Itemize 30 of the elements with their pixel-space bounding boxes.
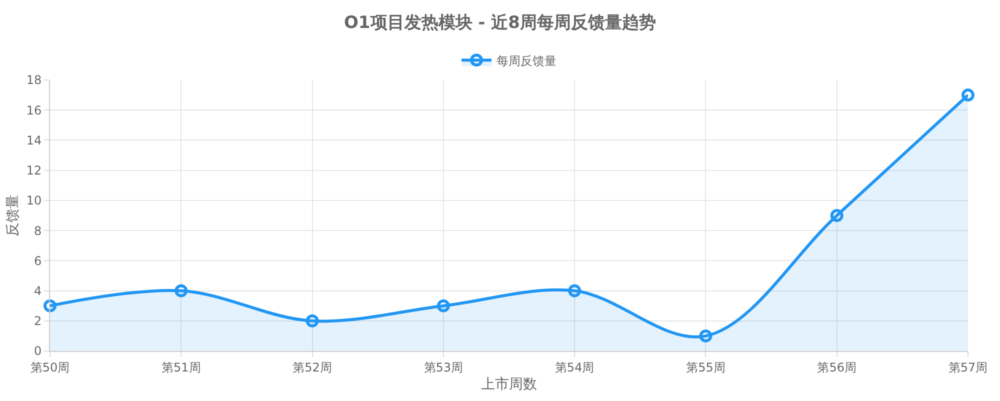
x-tick-label: 第53周: [424, 360, 464, 374]
point: [436, 299, 450, 312]
y-tick-label: 0: [34, 344, 42, 358]
point: [568, 284, 582, 298]
y-tick-label: 6: [34, 254, 42, 268]
y-tick-label: 10: [26, 194, 42, 208]
x-tick-label: 第55周: [686, 360, 726, 374]
x-tick-label: 第57周: [948, 360, 988, 374]
x-tick-label: 第52周: [292, 360, 332, 374]
point: [44, 299, 56, 312]
point: [699, 329, 712, 342]
y-tick-label: 8: [34, 224, 42, 238]
x-tick-label: 第50周: [30, 360, 70, 374]
y-tick-label: 16: [26, 103, 42, 118]
x-tick-label: 第54周: [554, 360, 594, 374]
point: [306, 314, 319, 328]
y-tick-label: 18: [26, 73, 42, 88]
y-tick-label: 14: [26, 133, 42, 148]
y-axis-title: 反馈量: [4, 194, 21, 236]
y-tick-label: 12: [26, 164, 42, 178]
y-tick-label: 2: [34, 314, 42, 328]
point: [962, 88, 974, 102]
x-tick-label: 第51周: [162, 360, 201, 374]
y-tick-label: 4: [34, 284, 42, 298]
x-tick-label: 第56周: [817, 360, 856, 374]
point: [174, 284, 188, 298]
chart-title: O1项目发热模块 - 近8周每周反馈量趋势: [344, 12, 656, 33]
x-axis-title: 上市周数: [481, 376, 537, 393]
legend-label: 每周反馈量: [496, 54, 556, 68]
point: [830, 209, 844, 222]
